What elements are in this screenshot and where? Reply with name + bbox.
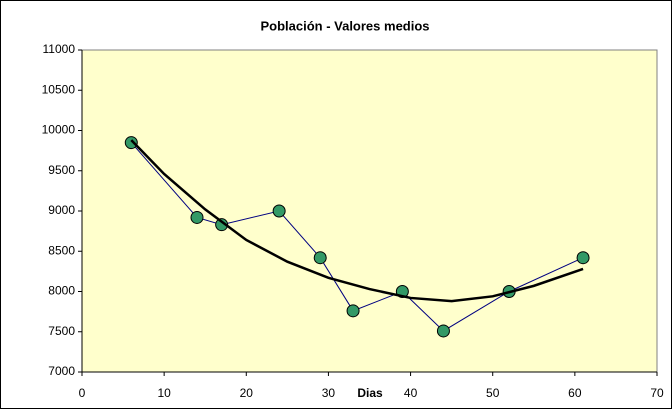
marker	[190, 210, 204, 224]
x-axis-label: Dias	[357, 386, 383, 400]
x-tick-label: 0	[79, 386, 86, 400]
y-tick-label: 7500	[48, 324, 75, 338]
y-tick-label: 10000	[42, 123, 76, 137]
x-tick-label: 60	[568, 386, 582, 400]
y-tick-label: 9000	[48, 203, 75, 217]
marker	[313, 251, 327, 265]
marker	[576, 251, 590, 265]
plot-area	[81, 49, 658, 373]
marker	[346, 304, 360, 318]
chart-title: Población - Valores medios	[260, 18, 429, 33]
x-tick-label: 40	[404, 386, 418, 400]
data-line	[130, 142, 584, 332]
y-tick-label: 9500	[48, 163, 75, 177]
x-tick-label: 30	[322, 386, 336, 400]
y-tick-label: 8500	[48, 243, 75, 257]
marker	[272, 204, 286, 218]
x-tick-label: 20	[240, 386, 254, 400]
x-tick-label: 10	[157, 386, 171, 400]
x-tick-label: 70	[650, 386, 664, 400]
marker	[124, 136, 138, 150]
marker	[436, 324, 450, 338]
y-tick-label: 10500	[42, 82, 76, 96]
trend-line	[130, 139, 584, 303]
y-tick-label: 7000	[48, 364, 75, 378]
x-tick-label: 50	[486, 386, 500, 400]
y-tick-label: 11000	[43, 42, 76, 56]
y-tick-label: 8000	[48, 284, 75, 298]
